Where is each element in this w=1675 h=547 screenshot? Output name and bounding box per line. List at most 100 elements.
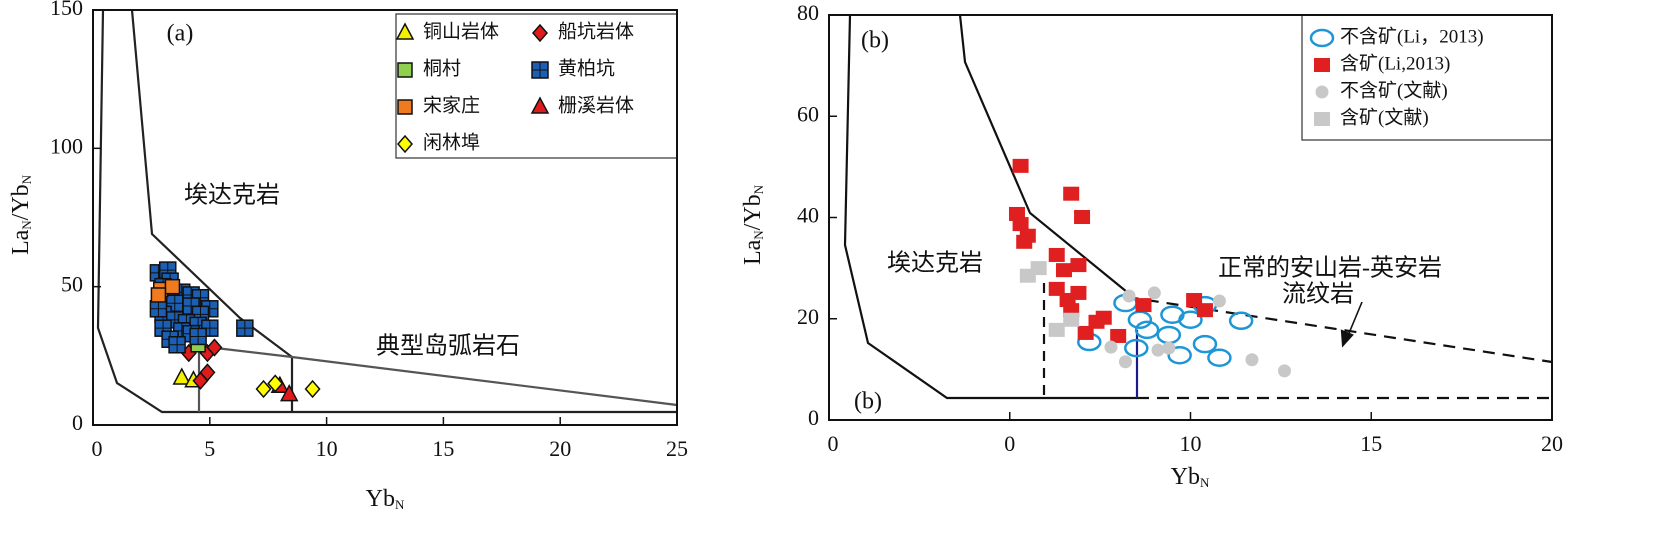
marker	[1118, 355, 1132, 369]
marker	[1212, 294, 1226, 308]
marker	[255, 379, 272, 399]
label-part: Yb	[366, 486, 395, 512]
boundary-line	[958, 14, 1128, 293]
marker	[1156, 325, 1182, 345]
marker	[1122, 289, 1136, 303]
legend-box	[1301, 14, 1553, 141]
subscript: N	[1200, 475, 1210, 490]
marker	[192, 371, 209, 390]
annotation: 埃达克岩	[887, 250, 983, 277]
arrow	[1346, 301, 1363, 339]
marker	[1192, 334, 1218, 354]
marker	[172, 367, 192, 385]
y-tick-label: 20	[797, 304, 819, 329]
subscript: N	[19, 220, 34, 230]
marker	[1104, 340, 1118, 354]
plot-frame	[92, 9, 678, 426]
marker	[1162, 341, 1176, 355]
axis-label: YbN	[1171, 464, 1210, 490]
boundary-line	[96, 9, 677, 414]
y-tick-label: 40	[797, 203, 819, 228]
marker	[1074, 209, 1091, 224]
axis-label: LaN/YbN	[8, 174, 34, 255]
subscript: N	[19, 174, 34, 184]
marker	[304, 379, 321, 399]
legend-label: 不含矿(文献)	[1340, 79, 1448, 101]
marker	[1063, 312, 1080, 327]
x-tick-label: 15	[432, 436, 454, 461]
marker	[1147, 286, 1161, 300]
x-tick-label: 0	[828, 431, 839, 456]
marker	[1277, 364, 1291, 378]
marker	[1124, 338, 1149, 358]
marker	[1110, 328, 1127, 343]
label-part: /Yb	[8, 184, 34, 220]
marker	[1167, 345, 1192, 365]
label-part: La	[740, 239, 766, 265]
annotation: (b)	[861, 28, 889, 54]
y-tick-label: 150	[50, 0, 83, 20]
marker	[1055, 263, 1072, 278]
x-tick-label: 5	[204, 436, 215, 461]
legend-label: 栅溪岩体	[558, 94, 634, 116]
y-tick-label: 0	[808, 405, 819, 430]
marker	[236, 319, 254, 337]
legend-marker	[397, 99, 413, 115]
marker	[1135, 298, 1152, 313]
marker	[1095, 310, 1112, 325]
legend-marker	[395, 22, 415, 40]
axis-label: YbN	[366, 486, 405, 512]
marker	[1151, 343, 1165, 357]
marker	[189, 327, 207, 346]
legend-label: 含矿(文献)	[1340, 106, 1429, 128]
marker	[149, 300, 168, 318]
x-tick-label: 0	[1004, 431, 1015, 456]
boundary-line	[189, 343, 678, 407]
legend-marker	[531, 61, 549, 79]
annotation: 流纹岩	[1282, 281, 1354, 308]
marker	[150, 287, 167, 303]
legend-marker	[1314, 58, 1330, 72]
subscript: N	[395, 497, 405, 512]
legend-label: 黄柏坑	[558, 57, 615, 79]
legend-marker	[530, 96, 550, 114]
annotation: 典型岛弧岩石	[376, 333, 520, 360]
label-part: Yb	[1171, 464, 1200, 490]
annotation: 埃达克岩	[184, 182, 280, 209]
marker	[1245, 353, 1259, 367]
axis-label: LaN/YbN	[740, 184, 766, 265]
y-tick-label: 60	[797, 101, 819, 126]
marker	[206, 338, 223, 357]
y-tick-label: 100	[50, 133, 83, 158]
marker	[1178, 310, 1203, 330]
legend-label: 铜山岩体	[423, 20, 499, 42]
y-tick-label: 50	[61, 272, 83, 297]
annotation: 正常的安山岩-英安岩	[1218, 255, 1442, 282]
x-tick-label: 25	[666, 436, 688, 461]
legend-label: 不含矿(Li，2013)	[1340, 25, 1484, 47]
marker	[1196, 303, 1213, 318]
marker	[267, 374, 284, 393]
legend-label: 桐村	[423, 57, 461, 79]
marker	[1063, 186, 1080, 201]
marker	[1228, 311, 1254, 331]
legend-marker	[1315, 85, 1329, 99]
marker	[164, 278, 181, 295]
marker	[1019, 268, 1036, 283]
y-tick-label: 0	[72, 410, 83, 435]
marker	[279, 383, 299, 402]
marker	[168, 336, 186, 354]
x-tick-label: 10	[316, 436, 338, 461]
subscript: N	[751, 230, 766, 240]
marker	[1048, 281, 1065, 296]
arrow-head	[1340, 329, 1354, 348]
legend-label: 宋家庄	[423, 94, 480, 116]
label-part: /Yb	[740, 194, 766, 230]
x-tick-label: 10	[1180, 431, 1202, 456]
boundary-line	[843, 14, 1137, 400]
legend-label: 闲林埠	[423, 131, 480, 153]
marker	[1016, 234, 1033, 249]
marker	[1048, 247, 1065, 262]
label-part: La	[8, 229, 34, 255]
marker	[1012, 217, 1029, 232]
